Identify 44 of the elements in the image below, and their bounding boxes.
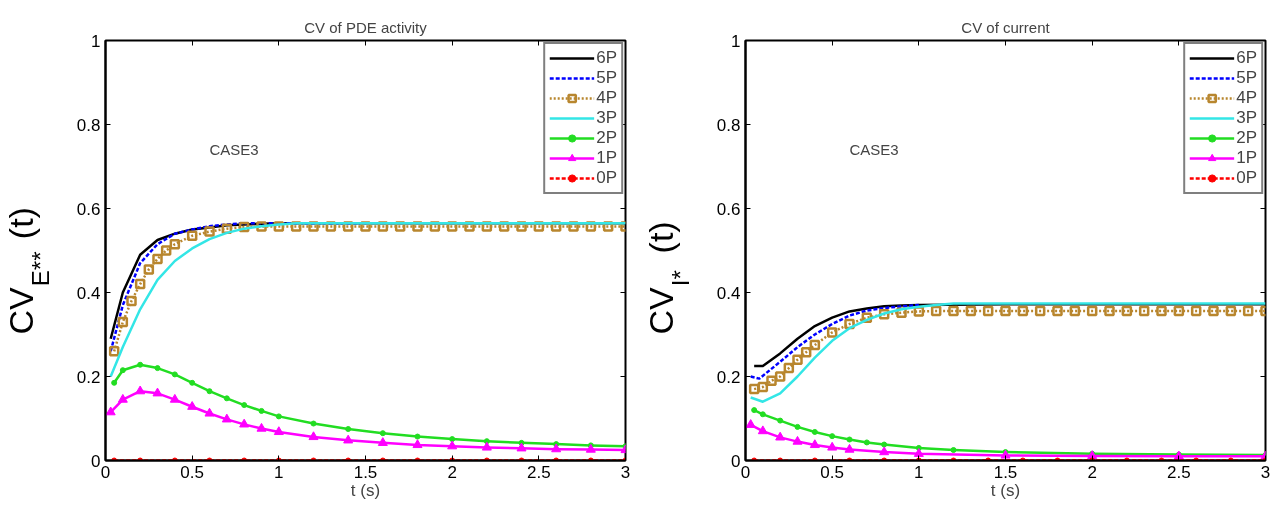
x-tick-label: 0.5 xyxy=(180,462,204,482)
legend-label: 3P xyxy=(596,108,617,128)
legend-label: 1P xyxy=(596,148,617,168)
chart-title: CV of PDE activity xyxy=(304,18,428,36)
y-tick-label: 0.2 xyxy=(716,367,741,387)
legend-label: 5P xyxy=(1236,68,1257,88)
y-tick-label: 0.6 xyxy=(716,199,741,219)
legend-label: 3P xyxy=(1236,108,1257,128)
x-tick-label: 3 xyxy=(1260,462,1271,482)
y-tick-label: 0.8 xyxy=(76,115,101,135)
chart-title: CV of current xyxy=(961,18,1051,36)
y-axis-title: CVI*(t) xyxy=(642,221,695,335)
annotation: CASE3 xyxy=(849,141,899,159)
x-tick-label: 1 xyxy=(274,462,284,482)
legend-label: 2P xyxy=(596,128,617,148)
x-tick-label: 2.5 xyxy=(527,462,551,482)
legend-label: 0P xyxy=(596,168,617,188)
y-tick-label: 0.4 xyxy=(716,283,741,303)
x-axis-title: t (s) xyxy=(350,480,381,500)
x-axis-title: t (s) xyxy=(990,480,1021,500)
legend-label: 5P xyxy=(596,68,617,88)
x-tick-label: 2.5 xyxy=(1167,462,1191,482)
y-axis-title: CVE**(t) xyxy=(2,207,55,335)
x-tick-label: 1.5 xyxy=(993,462,1018,482)
y-tick-label: 1 xyxy=(731,31,741,51)
legend-label: 4P xyxy=(1236,88,1257,108)
legend-label: 6P xyxy=(1236,48,1257,68)
x-tick-label: 0.5 xyxy=(820,462,844,482)
x-tick-label: 1.5 xyxy=(353,462,378,482)
x-tick-label: 2 xyxy=(447,462,457,482)
y-tick-label: 0.2 xyxy=(76,367,101,387)
annotation: CASE3 xyxy=(209,141,259,159)
y-tick-label: 0.8 xyxy=(716,115,741,135)
x-tick-label: 3 xyxy=(620,462,631,482)
legend-label: 4P xyxy=(596,88,617,108)
y-tick-label: 0.6 xyxy=(76,199,101,219)
legend-label: 1P xyxy=(1236,148,1257,168)
legend-label: 0P xyxy=(1236,168,1257,188)
legend-label: 2P xyxy=(1236,128,1257,148)
y-tick-label: 1 xyxy=(91,31,101,51)
y-tick-label: 0.4 xyxy=(76,283,101,303)
x-tick-label: 2 xyxy=(1087,462,1097,482)
x-tick-label: 1 xyxy=(914,462,924,482)
legend-label: 6P xyxy=(596,48,617,68)
